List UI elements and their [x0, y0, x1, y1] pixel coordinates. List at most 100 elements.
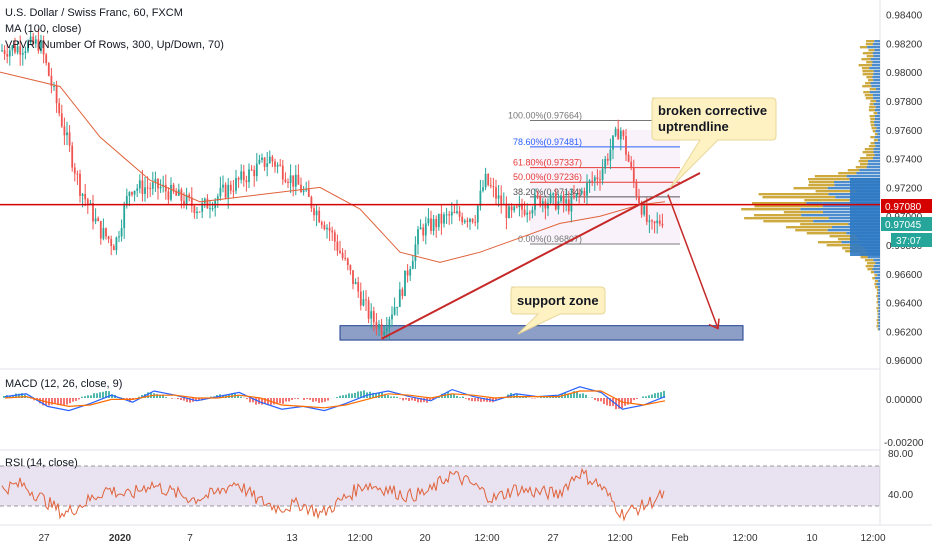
- macd-hist-bar: [72, 398, 74, 402]
- vpvr-bar-down: [793, 187, 827, 189]
- candle-body: [321, 222, 323, 225]
- candle-body: [22, 53, 24, 55]
- candle-body: [246, 180, 248, 182]
- candle-body: [402, 289, 404, 296]
- candle-body: [243, 171, 245, 180]
- vpvr-bar-down: [848, 169, 859, 171]
- vpvr-bar-up: [870, 91, 880, 93]
- macd-hist-bar: [255, 398, 257, 405]
- macd-hist-bar: [354, 393, 356, 398]
- macd-hist-bar: [345, 395, 347, 398]
- candle-body: [493, 186, 495, 187]
- callout-support-text: support zone: [517, 293, 599, 308]
- candle-body: [350, 265, 352, 270]
- vpvr-bar-up: [856, 172, 880, 174]
- candle-body: [428, 218, 430, 223]
- vpvr-bar-down: [870, 103, 874, 105]
- candle-body: [256, 164, 258, 176]
- candle-body: [282, 166, 284, 180]
- vpvr-bar-up: [876, 283, 880, 285]
- candle-body: [235, 178, 237, 191]
- macd-hist-bar: [177, 398, 179, 399]
- vpvr-bar-up: [875, 109, 880, 111]
- candle-body: [407, 271, 409, 276]
- vpvr-bar-up: [873, 55, 880, 57]
- vpvr-bar-down: [877, 292, 878, 294]
- ma-indicator-label[interactable]: MA (100, close): [5, 23, 81, 35]
- candle-body: [376, 322, 378, 329]
- candle-body: [334, 232, 336, 241]
- candle-body: [355, 282, 357, 284]
- symbol-title[interactable]: U.S. Dollar / Swiss Franc, 60, FXCM: [5, 7, 183, 19]
- candle-body: [529, 213, 531, 214]
- price-tick-label: 0.97600: [886, 126, 923, 137]
- candle-body: [363, 299, 365, 305]
- rsi-band: [0, 466, 880, 506]
- candle-body: [339, 251, 341, 253]
- candle-body: [467, 221, 469, 222]
- macd-hist-bar: [621, 398, 623, 408]
- candle-body: [576, 193, 578, 197]
- vpvr-bar-up: [875, 145, 880, 147]
- vpvr-bar-down: [859, 160, 868, 162]
- vpvr-bar-down: [759, 193, 829, 195]
- candle-body: [516, 207, 518, 208]
- macd-hist-bar: [525, 397, 527, 398]
- macd-hist-bar: [288, 398, 290, 401]
- candle-body: [464, 221, 466, 223]
- vpvr-bar-down: [800, 223, 848, 225]
- candle-body: [194, 206, 196, 213]
- macd-hist-bar: [93, 393, 95, 398]
- candle-body: [459, 211, 461, 217]
- candle-body: [251, 169, 253, 170]
- candle-body: [318, 211, 320, 222]
- macd-hist-bar: [594, 398, 596, 400]
- vpvr-bar-down: [863, 91, 870, 93]
- candle-body: [308, 189, 310, 197]
- macd-hist-bar: [180, 398, 182, 400]
- vpvr-bar-down: [871, 124, 875, 126]
- vpvr-bar-down: [872, 277, 875, 279]
- macd-hist-bar: [471, 398, 473, 401]
- macd-hist-bar: [63, 398, 65, 405]
- candle-body: [196, 212, 198, 213]
- macd-hist-bar: [84, 396, 86, 398]
- candle-body: [324, 225, 326, 229]
- macd-hist-bar: [54, 398, 56, 404]
- vpvr-bar-up: [878, 280, 880, 282]
- vpvr-bar-up: [878, 319, 880, 321]
- macd-indicator-label[interactable]: MACD (12, 26, close, 9): [5, 378, 122, 390]
- vpvr-bar-down: [870, 100, 876, 102]
- price-tick-label: 0.97400: [886, 155, 923, 166]
- candle-body: [116, 237, 118, 250]
- candle-body: [56, 86, 58, 103]
- vpvr-bar-up: [872, 64, 880, 66]
- rsi-indicator-label[interactable]: RSI (14, close): [5, 457, 78, 469]
- vpvr-bar-up: [867, 166, 880, 168]
- vpvr-bar-up: [875, 136, 880, 138]
- vpvr-bar-up: [878, 289, 880, 291]
- macd-hist-bar: [582, 393, 584, 398]
- vpvr-bar-up: [878, 292, 880, 294]
- macd-hist-bar: [603, 398, 605, 404]
- vpvr-bar-up: [876, 127, 880, 129]
- vpvr-bar-up: [873, 157, 880, 159]
- macd-hist-bar: [453, 394, 455, 398]
- candle-body: [82, 194, 84, 196]
- candle-body: [6, 54, 8, 56]
- vpvr-bar-down: [865, 82, 870, 84]
- candle-body: [394, 307, 396, 314]
- vpvr-indicator-label[interactable]: VPVR (Number Of Rows, 300, Up/Down, 70): [5, 39, 224, 51]
- macd-hist-bar: [357, 391, 359, 398]
- candle-body: [207, 199, 209, 209]
- macd-hist-bar: [3, 396, 5, 398]
- price-tick-label: 0.98400: [886, 11, 923, 22]
- vpvr-bar-down: [877, 313, 878, 315]
- vpvr-bar-up: [874, 103, 880, 105]
- macd-hist-bar: [606, 398, 608, 405]
- vpvr-bar-down: [869, 145, 876, 147]
- candle-body: [521, 205, 523, 210]
- candle-body: [110, 239, 112, 246]
